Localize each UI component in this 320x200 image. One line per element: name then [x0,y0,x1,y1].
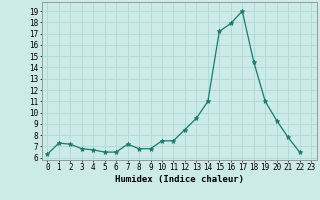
X-axis label: Humidex (Indice chaleur): Humidex (Indice chaleur) [115,175,244,184]
